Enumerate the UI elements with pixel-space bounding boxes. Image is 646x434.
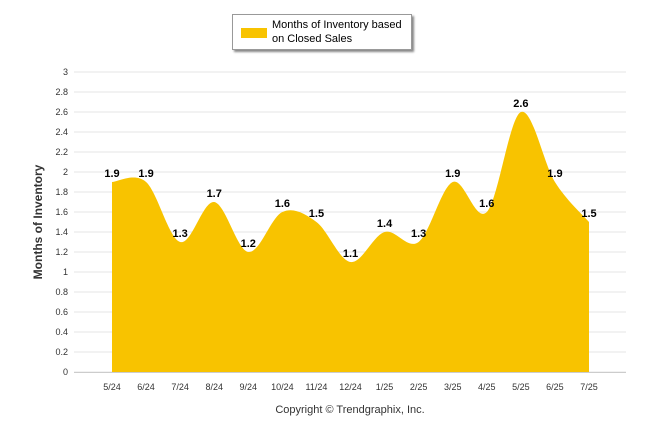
data-label: 1.9 [547,168,562,180]
data-label: 1.6 [275,198,290,210]
x-tick-label: 2/25 [410,382,428,392]
x-tick-label: 5/24 [103,382,121,392]
x-tick-label: 6/25 [546,382,564,392]
legend: Months of Inventory based on Closed Sale… [232,14,412,50]
data-label: 1.5 [309,208,324,220]
data-label: 1.5 [581,208,596,220]
data-label: 1.9 [445,168,460,180]
data-label: 1.2 [241,238,256,250]
y-tick-label: 0.6 [55,307,68,317]
y-tick-label: 2.2 [55,147,68,157]
data-label: 1.7 [207,188,222,200]
x-tick-label: 12/24 [339,382,362,392]
y-tick-label: 1.8 [55,187,68,197]
x-tick-label: 11/24 [305,382,327,392]
data-label: 1.3 [411,228,426,240]
x-axis-ticks: 5/24 6/24 7/24 8/24 9/24 10/24 11/24 12/24 1/25 2… [103,382,598,392]
y-tick-label: 3 [63,67,68,77]
legend-label: Months of Inventory based on Closed Sale… [272,19,402,45]
y-tick-label: 2.6 [55,107,68,117]
legend-swatch [241,28,267,38]
data-label: 1.9 [104,168,119,180]
y-tick-label: 1 [63,267,68,277]
y-tick-label: 1.2 [55,247,68,257]
x-tick-label: 9/24 [240,382,258,392]
y-axis-label: Months of Inventory [31,164,45,279]
y-tick-label: 0 [63,367,68,377]
x-tick-label: 8/24 [205,382,223,392]
data-label: 2.6 [513,98,528,110]
x-tick-label: 5/25 [512,382,530,392]
y-tick-label: 1.4 [55,227,68,237]
y-tick-label: 1.6 [55,207,68,217]
y-axis-ticks: 0 0.2 0.4 0.6 0.8 1 1.2 1.4 1.6 1.8 2 2.2 2.4 2.6 2.8 3 [55,67,68,377]
y-tick-label: 0.4 [55,327,68,337]
x-tick-label: 10/24 [271,382,294,392]
x-tick-label: 3/25 [444,382,462,392]
copyright-text: Copyright © Trendgraphix, Inc. [275,404,424,416]
x-tick-label: 1/25 [376,382,394,392]
y-tick-label: 2 [63,167,68,177]
y-tick-label: 2.8 [55,87,68,97]
data-label: 1.4 [377,218,393,230]
data-label: 1.6 [479,198,494,210]
x-tick-label: 6/24 [137,382,155,392]
data-label: 1.1 [343,248,358,260]
y-tick-label: 2.4 [55,127,68,137]
x-tick-label: 7/24 [171,382,189,392]
y-tick-label: 0.2 [55,347,68,357]
data-labels: 1.9 1.9 1.3 1.7 1.2 1.6 1.5 1.1 1.4 1.3 1.9 1.6 2.6 1… [104,98,596,260]
x-tick-label: 4/25 [478,382,496,392]
x-tick-label: 7/25 [580,382,598,392]
data-label: 1.3 [172,228,187,240]
data-label: 1.9 [138,168,153,180]
y-tick-label: 0.8 [55,287,68,297]
area-series [112,111,589,372]
